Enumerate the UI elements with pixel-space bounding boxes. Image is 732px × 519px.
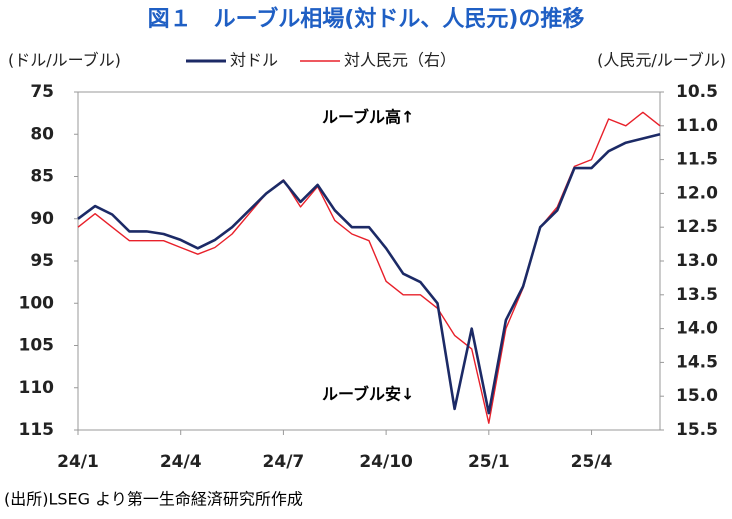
y2-tick-label: 10.5: [676, 82, 718, 102]
y-tick-label: 105: [19, 336, 55, 356]
y-tick-label: 110: [19, 378, 55, 398]
y2-tick-label: 13.0: [676, 251, 718, 271]
x-tick-label: 24/7: [263, 452, 305, 472]
y2-tick-label: 11.5: [676, 150, 718, 170]
x-tick-label: 24/1: [57, 452, 99, 472]
y2-tick-label: 11.0: [676, 116, 718, 136]
y-tick-label: 90: [30, 209, 54, 229]
y2-axis-label: (人民元/ルーブル): [597, 51, 726, 70]
annotation: ルーブル高↑: [322, 108, 414, 127]
source-note: (出所)LSEG より第一生命経済研究所作成: [4, 490, 303, 509]
y2-tick-label: 12.5: [676, 217, 718, 237]
chart-title: 図１ ルーブル相場(対ドル、人民元)の推移: [148, 6, 585, 32]
y2-tick-label: 15.0: [676, 386, 718, 406]
y2-tick-label: 12.0: [676, 183, 718, 203]
series-line: [77, 111, 661, 424]
legend-label: 対人民元（右）: [344, 51, 456, 70]
y-axis-label: (ドル/ルーブル): [8, 51, 121, 70]
x-tick-label: 25/1: [468, 452, 510, 472]
y-tick-label: 75: [30, 82, 54, 102]
y-tick-label: 80: [30, 124, 54, 144]
y-tick-label: 100: [19, 293, 55, 313]
x-tick-label: 24/4: [160, 452, 202, 472]
series-line: [77, 133, 661, 415]
y2-tick-label: 13.5: [676, 285, 718, 305]
annotation: ルーブル安↓: [322, 385, 414, 404]
y-tick-label: 85: [30, 167, 54, 187]
legend-label: 対ドル: [230, 51, 278, 70]
y2-tick-label: 14.5: [676, 352, 718, 372]
x-tick-label: 24/10: [359, 452, 413, 472]
y2-tick-label: 14.0: [676, 319, 718, 339]
y2-tick-label: 15.5: [676, 420, 718, 440]
y-tick-label: 95: [30, 251, 54, 271]
x-tick-label: 25/4: [571, 452, 613, 472]
plot-frame: [77, 91, 661, 431]
y-tick-label: 115: [19, 420, 55, 440]
